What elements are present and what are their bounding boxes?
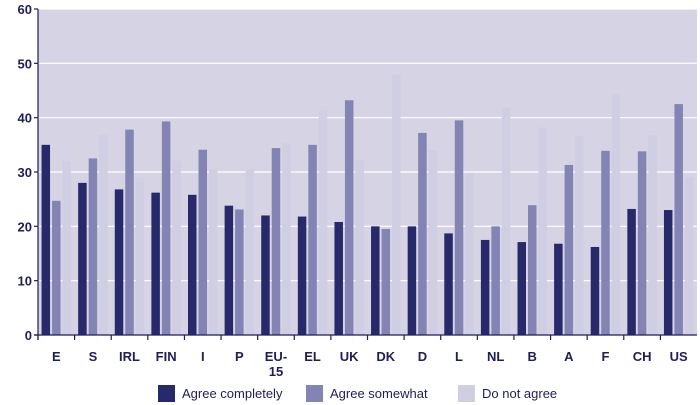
y-tick-label: 50: [18, 56, 32, 71]
bar: [125, 129, 134, 335]
bar: [611, 94, 621, 335]
bar: [465, 173, 474, 335]
bar: [52, 200, 61, 335]
legend-item: Agree completely: [158, 385, 282, 402]
bar: [564, 164, 574, 335]
bar: [318, 110, 328, 335]
x-tick-label: S: [89, 349, 98, 364]
y-tick-label: 40: [18, 111, 32, 126]
bars: [41, 74, 694, 336]
x-tick-label: EL: [304, 349, 321, 364]
y-tick-label: 20: [18, 219, 32, 234]
bar: [78, 182, 87, 335]
x-tick-label: FIN: [156, 349, 177, 364]
y-tick-label: 30: [18, 165, 32, 180]
bar: [282, 143, 291, 335]
gridlines: [38, 8, 697, 282]
x-tick-label: A: [564, 349, 574, 364]
x-tick-label: B: [528, 349, 537, 364]
bar: [245, 169, 255, 335]
bar: [428, 150, 438, 335]
y-tick-label: 60: [18, 2, 32, 17]
x-tick-label: E: [52, 349, 61, 364]
bar: [344, 100, 354, 335]
bar: [235, 209, 244, 335]
bar: [418, 132, 427, 335]
x-tick-label: L: [455, 349, 463, 364]
bar: [381, 229, 391, 335]
bar: [41, 144, 51, 335]
bar: [601, 150, 610, 335]
legend: Agree completely Agree somewhat Do not agr…: [0, 385, 700, 405]
x-tick-label: F: [601, 349, 609, 364]
x-tick-label: IRL: [119, 349, 140, 364]
bar: [627, 208, 636, 335]
legend-label: Do not agree: [482, 386, 558, 401]
bar: [590, 246, 600, 335]
bar: [334, 221, 343, 335]
legend-swatch: [158, 385, 175, 402]
bar: [371, 226, 380, 335]
bar: [637, 151, 647, 335]
bar: [114, 189, 124, 335]
x-tick-label: P: [235, 349, 244, 364]
bar: [480, 239, 490, 335]
bar: [501, 107, 511, 336]
bar: [517, 242, 526, 335]
bar: [538, 127, 547, 336]
y-tick-labels: 0 10 20 30 40 50 60: [18, 2, 32, 343]
x-tick-label: UK: [340, 349, 359, 364]
bar: [407, 226, 417, 335]
bar: [161, 121, 171, 335]
bar: [271, 148, 281, 335]
bar: [674, 104, 683, 335]
bar: [491, 226, 500, 335]
bar: [648, 135, 657, 335]
bar: [297, 216, 307, 335]
x-tick-labels: E S IRL FIN I P EU-15 EL UK DK D L NL B A F CH US: [52, 349, 688, 379]
x-tick-label: DK: [376, 349, 395, 364]
bar: [308, 144, 317, 335]
bar: [554, 243, 563, 335]
bar: [198, 149, 207, 335]
legend-item: Do not agree: [458, 385, 557, 402]
bar: [355, 159, 364, 335]
bar: [528, 205, 537, 335]
x-tick-label: US: [670, 349, 688, 364]
legend-item: Agree somewhat: [306, 385, 428, 402]
x-tick-label: NL: [487, 349, 504, 364]
bar: [663, 210, 673, 335]
bar: [684, 177, 694, 335]
bar: [135, 177, 145, 335]
bar: [454, 120, 464, 335]
bar: [261, 215, 270, 335]
legend-swatch: [306, 385, 323, 402]
axes: [34, 8, 697, 340]
bar: [172, 160, 181, 335]
legend-label: Agree somewhat: [330, 386, 428, 401]
y-tick-label: 10: [18, 274, 32, 289]
bar: [444, 233, 453, 335]
bar: [99, 135, 108, 335]
x-tick-label: CH: [633, 349, 652, 364]
legend-label: Agree completely: [182, 386, 283, 401]
x-tick-label: EU-15: [265, 349, 287, 379]
bar: [224, 205, 234, 335]
bar: [151, 192, 160, 335]
bar: [88, 158, 98, 335]
bar: [62, 160, 72, 335]
y-tick-label: 0: [25, 328, 32, 343]
bar: [188, 194, 197, 335]
x-tick-label: I: [201, 349, 205, 364]
bar: [209, 169, 218, 335]
legend-swatch: [458, 385, 475, 402]
bar: [575, 136, 584, 335]
x-tick-label: D: [418, 349, 427, 364]
bar: [392, 74, 401, 335]
